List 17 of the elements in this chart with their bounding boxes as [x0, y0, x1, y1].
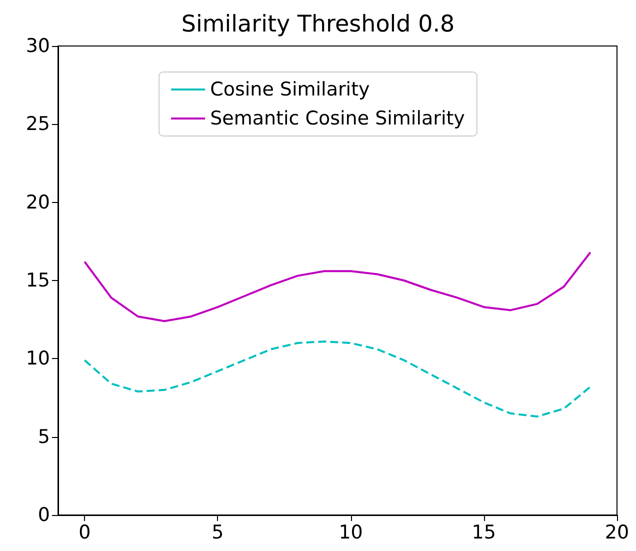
y-tick-label: 5: [38, 426, 50, 448]
x-tick-label: 5: [212, 522, 224, 544]
y-tick-label: 0: [38, 504, 50, 526]
x-tick-label: 20: [604, 522, 630, 544]
line-series: [84, 251, 592, 322]
legend-label: Cosine Similarity: [210, 78, 370, 100]
y-tick-label: 30: [26, 35, 50, 57]
y-tick-label: 20: [26, 191, 50, 214]
x-tick-label: 0: [78, 522, 91, 544]
legend-label: Semantic Cosine Similarity: [210, 108, 465, 130]
chart-title: Similarity Threshold 0.8: [181, 12, 455, 38]
x-tick-label: 10: [338, 522, 363, 544]
y-tick-label: 15: [26, 270, 50, 292]
x-tick-label: 15: [472, 522, 496, 544]
line-series: [84, 340, 592, 418]
y-tick-label: 10: [26, 348, 50, 370]
y-tick-label: 25: [26, 113, 50, 136]
